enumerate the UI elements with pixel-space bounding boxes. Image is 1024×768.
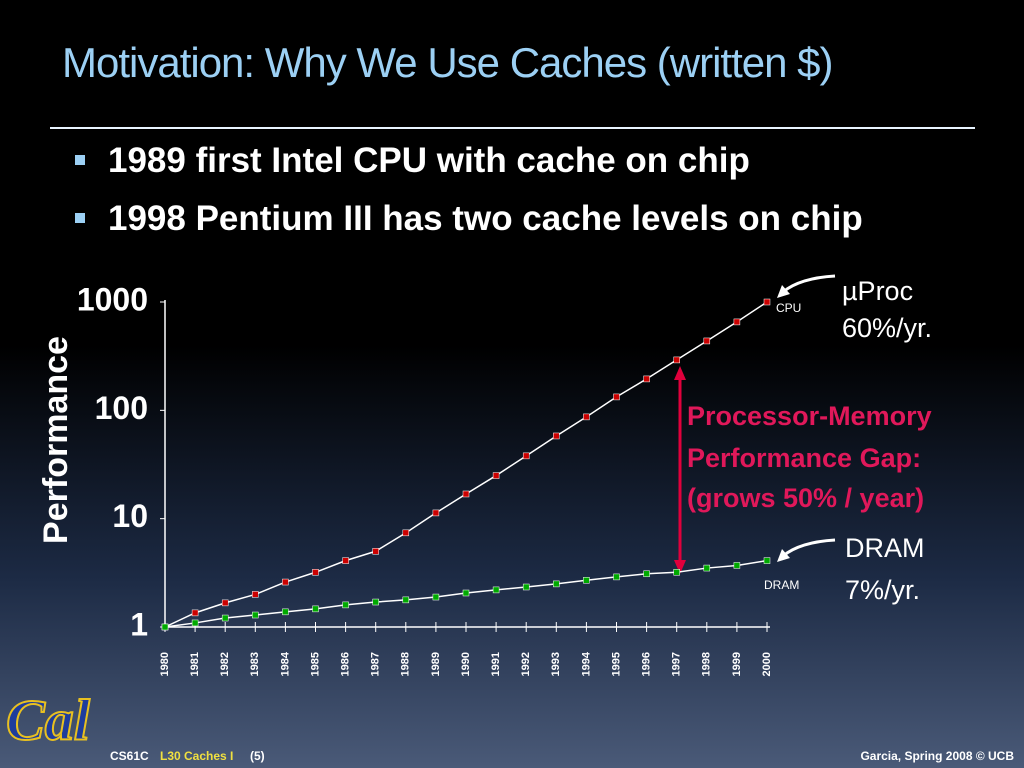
x-tick-label: 1984 — [279, 651, 291, 676]
data-point — [553, 580, 560, 588]
data-point — [432, 593, 440, 601]
series-line — [164, 301, 768, 628]
data-point — [673, 356, 680, 364]
x-tick-label: 1992 — [520, 652, 532, 676]
data-point — [733, 562, 741, 569]
data-point — [583, 413, 590, 421]
annotation: µProc — [842, 276, 913, 306]
footer-lecture: L30 Caches I — [160, 749, 233, 763]
data-point — [673, 569, 680, 576]
data-point — [553, 432, 560, 440]
callout-arrow-head — [777, 285, 790, 298]
data-point — [432, 509, 440, 517]
data-point — [763, 298, 771, 306]
x-tick-label: 1986 — [340, 652, 352, 676]
data-point — [613, 573, 620, 581]
series-label: DRAM — [764, 578, 799, 592]
data-point — [462, 589, 470, 597]
data-point — [252, 591, 259, 598]
data-point — [643, 570, 650, 578]
data-point — [492, 586, 500, 594]
annotation: 60%/yr. — [842, 313, 932, 343]
bullet-marker — [75, 155, 85, 165]
logo: Cal — [6, 687, 91, 752]
slide-title: Motivation: Why We Use Caches (written $… — [62, 39, 833, 86]
series-label: CPU — [776, 301, 801, 315]
x-tick-label: 2000 — [761, 652, 773, 676]
y-tick-label: 1000 — [77, 281, 148, 317]
bullet: 1989 first Intel CPU with cache on chip — [108, 141, 750, 180]
data-point — [733, 318, 741, 326]
data-point — [312, 569, 319, 576]
data-point — [492, 472, 500, 479]
x-tick-label: 1993 — [550, 652, 562, 676]
x-tick-label: 1995 — [610, 652, 622, 676]
callout-arrow-head — [777, 549, 790, 562]
gap-label: Processor-Memory — [687, 401, 932, 431]
x-tick-label: 1997 — [671, 652, 683, 676]
annotation: 7%/yr. — [845, 575, 920, 605]
x-tick-label: 1999 — [731, 652, 743, 676]
data-point — [221, 614, 229, 622]
y-tick-label: 100 — [95, 390, 148, 426]
data-point — [221, 599, 229, 607]
gap-arrow-head — [674, 366, 686, 380]
gap-label: Performance Gap: — [687, 443, 921, 473]
data-point — [613, 393, 620, 401]
data-point — [402, 596, 410, 604]
y-tick-label: 10 — [112, 498, 148, 534]
x-tick-label: 1988 — [400, 652, 412, 676]
footer-credit: Garcia, Spring 2008 © UCB — [860, 749, 1014, 763]
x-tick-label: 1983 — [249, 652, 261, 676]
data-point — [312, 605, 319, 613]
x-tick-label: 1989 — [430, 652, 442, 676]
data-point — [703, 337, 711, 345]
data-point — [282, 578, 289, 586]
x-tick-label: 1996 — [641, 652, 653, 676]
x-tick-label: 1994 — [580, 651, 592, 676]
x-tick-label: 1982 — [219, 652, 231, 676]
data-point — [402, 529, 410, 537]
footer-page: (5) — [250, 749, 265, 763]
data-point — [161, 623, 169, 631]
data-point — [583, 577, 590, 584]
bullet: 1998 Pentium III has two cache levels on… — [108, 199, 863, 238]
data-point — [372, 548, 379, 555]
data-point — [282, 608, 289, 616]
data-point — [643, 375, 650, 383]
data-point — [522, 452, 530, 460]
data-point — [191, 619, 199, 627]
x-tick-label: 1987 — [370, 652, 382, 676]
data-point — [372, 598, 379, 606]
callout-arrow — [782, 274, 836, 294]
x-tick-label: 1980 — [159, 652, 171, 676]
data-point — [342, 601, 349, 609]
x-tick-label: 1981 — [189, 652, 201, 676]
annotation: DRAM — [845, 533, 925, 563]
callout-arrow — [782, 538, 836, 558]
x-tick-label: 1990 — [460, 652, 472, 676]
x-tick-label: 1991 — [490, 652, 502, 676]
gap-arrow-head — [674, 560, 686, 574]
data-point — [703, 564, 711, 572]
y-axis-label: Performance — [37, 336, 75, 544]
data-point — [763, 557, 771, 564]
data-point — [252, 611, 259, 619]
gap-label: (grows 50% / year) — [687, 483, 924, 513]
data-point — [191, 609, 199, 617]
bullet-marker — [75, 213, 85, 223]
x-tick-label: 1985 — [309, 652, 321, 676]
data-point — [522, 583, 530, 591]
y-tick-label: 1 — [130, 606, 148, 642]
footer-course: CS61C — [110, 749, 149, 763]
data-point — [342, 557, 349, 564]
data-point — [462, 490, 470, 498]
x-tick-label: 1998 — [701, 652, 713, 676]
